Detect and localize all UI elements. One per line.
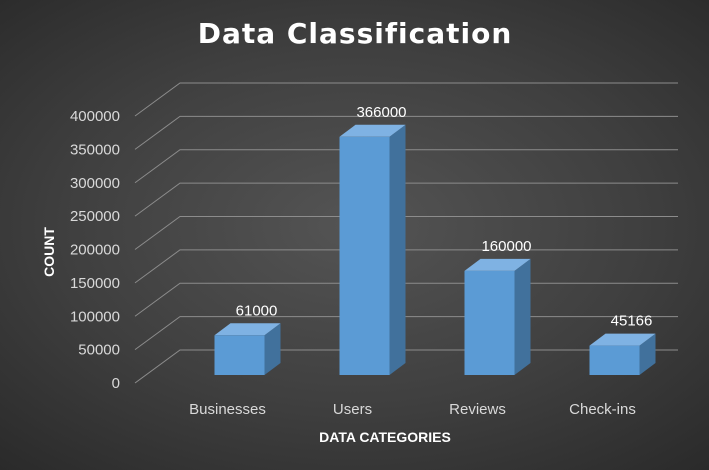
gridline [134, 182, 678, 217]
bar-front [214, 335, 265, 375]
bar-top [214, 323, 281, 336]
x-axis-title: DATA CATEGORIES [319, 429, 451, 445]
data-label: 160000 [481, 238, 531, 255]
x-category-label: Check-ins [569, 401, 636, 418]
bar-side [639, 333, 656, 375]
bar-side [514, 258, 531, 375]
y-tick-label: 0 [112, 375, 120, 392]
bar-side [264, 323, 281, 375]
gridline [134, 249, 678, 284]
y-tick-label: 250000 [70, 208, 120, 225]
bar [589, 333, 656, 375]
bar-top [589, 333, 656, 346]
bar [464, 258, 531, 375]
gridline [134, 216, 678, 250]
data-label: 366000 [356, 104, 406, 121]
y-tick-label: 100000 [70, 308, 120, 325]
bars [214, 124, 656, 375]
y-tick-label: 150000 [70, 275, 120, 292]
y-axis-ticks: 0 50000 100000 150000 200000 250000 300000 3500… [70, 108, 120, 392]
y-tick-label: 400000 [70, 108, 120, 125]
y-tick-label: 200000 [70, 242, 120, 259]
bar [214, 323, 281, 375]
x-category-label: Users [333, 401, 372, 418]
gridline [134, 82, 678, 117]
gridline [134, 115, 678, 150]
y-tick-label: 300000 [70, 175, 120, 192]
data-label: 45166 [611, 313, 653, 330]
bar [339, 124, 406, 375]
y-axis-title: COUNT [41, 227, 57, 277]
x-category-label: Reviews [449, 401, 506, 418]
data-label: 61000 [236, 302, 278, 319]
gridlines [134, 82, 678, 384]
bar-front [464, 270, 515, 375]
bar-top [339, 124, 406, 137]
y-tick-label: 50000 [78, 342, 120, 359]
bar-front [589, 345, 640, 375]
chart-title: Data Classification [198, 17, 513, 50]
x-category-label: Businesses [189, 401, 266, 418]
bar-front [339, 136, 390, 375]
y-tick-label: 350000 [70, 141, 120, 158]
bar-side [389, 124, 406, 375]
gridline [134, 282, 678, 317]
data-labels: 61000 366000 160000 45166 [236, 104, 653, 330]
bar-top [464, 258, 531, 271]
x-axis-categories: Businesses Users Reviews Check-ins [189, 401, 636, 418]
gridline [134, 149, 678, 184]
